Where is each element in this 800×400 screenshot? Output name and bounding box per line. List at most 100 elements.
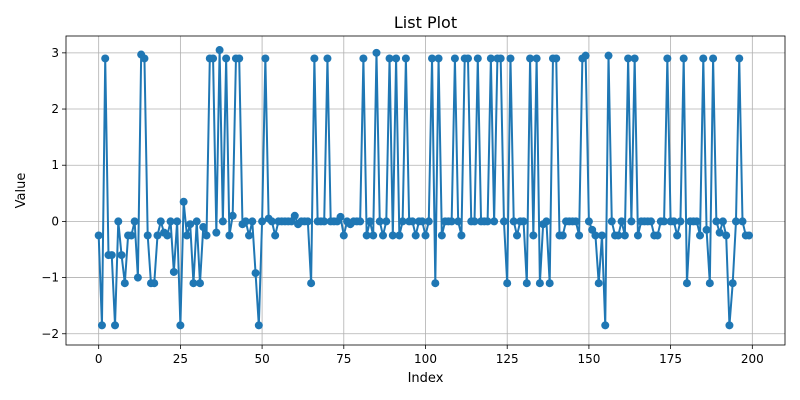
x-tick-label: 25	[173, 352, 188, 366]
data-point	[428, 54, 437, 63]
data-point	[173, 217, 182, 226]
data-point	[156, 217, 165, 226]
data-point	[307, 279, 316, 288]
data-point	[323, 54, 332, 63]
data-point	[182, 231, 191, 240]
data-point	[722, 231, 731, 240]
data-point	[209, 54, 218, 63]
data-point	[140, 54, 149, 63]
y-tick-label: 2	[51, 102, 59, 116]
data-point	[450, 54, 459, 63]
data-point	[682, 279, 691, 288]
data-point	[633, 231, 642, 240]
data-point	[627, 217, 636, 226]
data-point	[630, 54, 639, 63]
data-point	[192, 217, 201, 226]
data-point	[290, 211, 299, 220]
data-point	[725, 321, 734, 330]
data-point	[401, 54, 410, 63]
data-point	[454, 217, 463, 226]
data-point	[411, 231, 420, 240]
data-point	[620, 231, 629, 240]
data-point	[571, 217, 580, 226]
data-point	[130, 217, 139, 226]
data-point	[463, 54, 472, 63]
data-point	[581, 51, 590, 60]
data-point	[705, 279, 714, 288]
data-point	[669, 217, 678, 226]
data-point	[339, 231, 348, 240]
data-point	[379, 231, 388, 240]
data-point	[303, 217, 312, 226]
data-point	[496, 54, 505, 63]
data-point	[532, 54, 541, 63]
data-point	[97, 321, 106, 330]
data-point	[575, 231, 584, 240]
data-point	[254, 321, 263, 330]
data-point	[179, 197, 188, 206]
data-point	[457, 231, 466, 240]
data-point	[552, 54, 561, 63]
grid-lines	[66, 36, 785, 345]
data-point	[709, 54, 718, 63]
data-point	[597, 231, 606, 240]
data-point	[604, 51, 613, 60]
data-point	[673, 231, 682, 240]
data-point	[107, 251, 116, 260]
data-point	[153, 231, 162, 240]
data-point	[261, 54, 270, 63]
data-point	[699, 54, 708, 63]
data-point	[712, 217, 721, 226]
x-tick-label: 175	[659, 352, 682, 366]
data-point	[542, 217, 551, 226]
data-point	[189, 279, 198, 288]
axis-ticks: 0 25 50 75 100 125 150 175 200 −2 −1 0 1 2 3	[41, 46, 763, 366]
data-point	[163, 231, 172, 240]
data-point	[169, 267, 178, 276]
data-point	[222, 54, 231, 63]
data-point	[195, 279, 204, 288]
y-tick-label: −1	[41, 271, 59, 285]
y-tick-label: −2	[41, 327, 59, 341]
data-point	[235, 54, 244, 63]
data-point	[392, 54, 401, 63]
data-point	[199, 223, 208, 232]
data-point	[434, 54, 443, 63]
data-point	[437, 231, 446, 240]
data-point	[738, 217, 747, 226]
x-tick-label: 0	[95, 352, 103, 366]
data-point	[385, 54, 394, 63]
data-point	[431, 279, 440, 288]
data-point	[594, 279, 603, 288]
data-point	[692, 217, 701, 226]
data-point	[228, 211, 237, 220]
data-point	[601, 321, 610, 330]
data-point	[166, 217, 175, 226]
data-point	[529, 231, 538, 240]
data-point	[356, 217, 365, 226]
y-tick-label: 1	[51, 158, 59, 172]
data-point	[591, 231, 600, 240]
x-tick-label: 150	[577, 352, 600, 366]
data-point	[375, 217, 384, 226]
data-point	[94, 231, 103, 240]
x-tick-label: 125	[496, 352, 519, 366]
data-point	[522, 279, 531, 288]
data-point	[663, 54, 672, 63]
data-point	[212, 228, 221, 237]
data-point	[369, 231, 378, 240]
data-point	[258, 217, 267, 226]
data-point	[202, 231, 211, 240]
data-point	[388, 231, 397, 240]
data-point	[503, 279, 512, 288]
data-series	[94, 46, 754, 330]
data-point	[607, 217, 616, 226]
data-point	[120, 279, 129, 288]
data-point	[513, 231, 522, 240]
data-point	[176, 321, 185, 330]
data-point	[408, 217, 417, 226]
data-point	[702, 225, 711, 234]
y-axis-label: Value	[14, 173, 29, 209]
data-point	[679, 54, 688, 63]
